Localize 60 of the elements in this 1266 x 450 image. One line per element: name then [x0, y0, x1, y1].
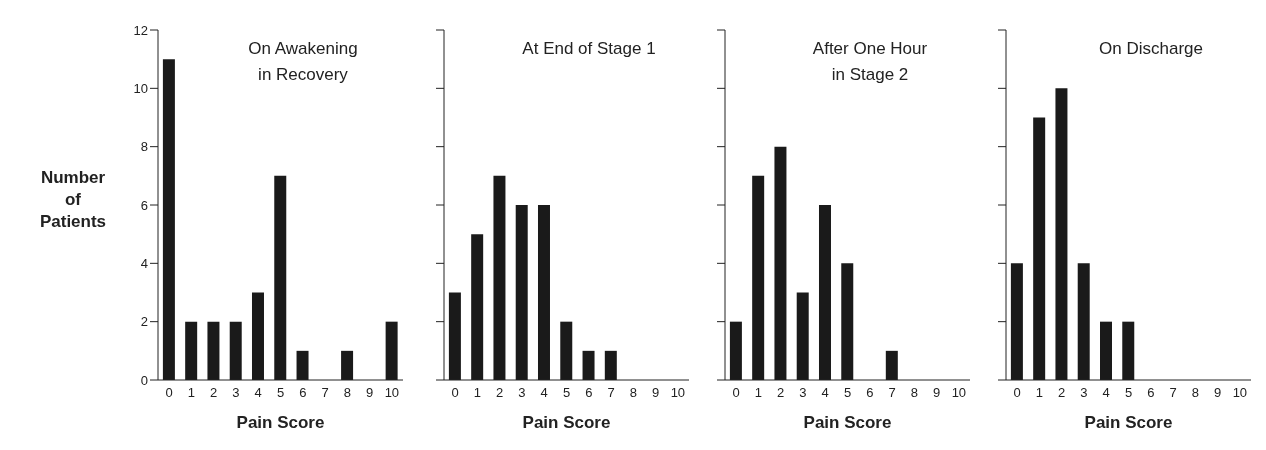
x-tick-label: 10 — [384, 385, 400, 401]
x-tick-label: 4 — [254, 385, 262, 401]
x-tick-label: 0 — [165, 385, 173, 401]
x-tick-label: 5 — [276, 385, 285, 401]
x-tick-label: 6 — [866, 385, 874, 401]
x-tick-label: 8 — [343, 385, 351, 401]
y-tick-label: 0 — [140, 372, 148, 388]
y-tick-label: 12 — [133, 22, 148, 38]
x-tick-label: 8 — [910, 385, 918, 401]
x-tick-label: 9 — [651, 385, 660, 401]
text: On Awakening in Recovery — [247, 38, 359, 86]
x-tick-label: 2 — [777, 385, 785, 401]
x-tick-label: 0 — [1013, 385, 1021, 401]
x-tick-label: 8 — [629, 385, 637, 401]
x-tick-label: 10 — [670, 385, 686, 401]
x-tick-label: 3 — [1080, 385, 1088, 401]
x-tick-label: 7 — [888, 385, 896, 401]
x-tick-label: 9 — [1213, 385, 1222, 401]
text: After One Hour in Stage 2 — [811, 38, 929, 86]
x-tick-label: 7 — [607, 385, 615, 401]
x-axis-title: Pain Score — [522, 413, 611, 432]
x-tick-label: 1 — [473, 385, 482, 401]
x-tick-label: 6 — [1147, 385, 1155, 401]
x-tick-label: 5 — [843, 385, 852, 401]
x-axis-title: Pain Score — [236, 413, 325, 432]
x-tick-label: 6 — [585, 385, 593, 401]
x-tick-label: 7 — [1169, 385, 1177, 401]
x-tick-label: 3 — [799, 385, 807, 401]
x-tick-label: 7 — [321, 385, 329, 401]
x-axis-title: Pain Score — [1084, 413, 1173, 432]
x-tick-label: 1 — [187, 385, 196, 401]
x-tick-label: 3 — [518, 385, 526, 401]
x-tick-label: 1 — [1035, 385, 1044, 401]
x-tick-label: 9 — [365, 385, 374, 401]
x-tick-label: 2 — [1058, 385, 1066, 401]
x-tick-label: 3 — [232, 385, 240, 401]
y-tick-label: 8 — [140, 139, 148, 155]
x-tick-label: 4 — [540, 385, 548, 401]
text: On Discharge — [1098, 38, 1204, 60]
x-tick-label: 2 — [496, 385, 504, 401]
x-tick-label: 6 — [299, 385, 307, 401]
x-tick-label: 5 — [1124, 385, 1133, 401]
y-axis-title: Number of Patients — [39, 168, 107, 231]
x-tick-label: 4 — [1102, 385, 1110, 401]
y-tick-label: 2 — [140, 314, 148, 330]
x-tick-label: 9 — [932, 385, 941, 401]
x-tick-label: 2 — [210, 385, 218, 401]
x-tick-label: 8 — [1191, 385, 1199, 401]
y-tick-label: 6 — [140, 197, 148, 213]
y-tick-label: 10 — [133, 80, 148, 96]
x-tick-label: 10 — [1232, 385, 1248, 401]
x-tick-label: 4 — [821, 385, 829, 401]
x-tick-label: 10 — [951, 385, 967, 401]
x-tick-label: 5 — [562, 385, 571, 401]
x-tick-label: 0 — [451, 385, 459, 401]
x-tick-label: 1 — [754, 385, 763, 401]
x-axis-title: Pain Score — [803, 413, 892, 432]
text: At End of Stage 1 — [521, 38, 657, 60]
x-tick-label: 0 — [732, 385, 740, 401]
y-tick-label: 4 — [140, 255, 148, 271]
